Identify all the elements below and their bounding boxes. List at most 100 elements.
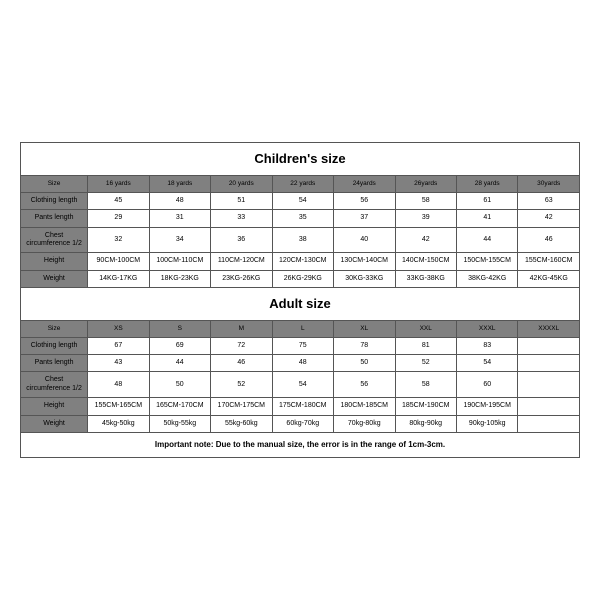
adult-title-row: Adult size bbox=[21, 288, 580, 321]
adult-row-4: Weight45kg-50kg50kg-55kg55kg-60kg60kg-70… bbox=[21, 415, 580, 432]
adult-row-2-cell-1: 50 bbox=[149, 372, 210, 398]
children-row-0-cell-3: 54 bbox=[272, 192, 333, 209]
adult-row-4-cell-6: 90kg-105kg bbox=[456, 415, 517, 432]
adult-row-4-cell-3: 60kg-70kg bbox=[272, 415, 333, 432]
children-row-3-cell-5: 140CM-150CM bbox=[395, 253, 456, 270]
adult-title: Adult size bbox=[21, 288, 580, 321]
size-chart-container: Children's sizeSize16 yards18 yards20 ya… bbox=[20, 142, 580, 457]
adult-row-3-cell-6: 190CM-195CM bbox=[456, 398, 517, 415]
adult-row-0-cell-6: 83 bbox=[456, 337, 517, 354]
adult-row-2-cell-5: 58 bbox=[395, 372, 456, 398]
children-row-1-cell-0: 29 bbox=[88, 210, 149, 227]
children-row-3-cell-1: 100CM-110CM bbox=[149, 253, 210, 270]
adult-row-0-cell-7 bbox=[518, 337, 580, 354]
adult-row-1-cell-1: 44 bbox=[149, 354, 210, 371]
adult-row-3-cell-1: 165CM-170CM bbox=[149, 398, 210, 415]
children-row-4: Weight14KG-17KG18KG-23KG23KG-26KG26KG-29… bbox=[21, 270, 580, 287]
children-header-7: 28 yards bbox=[456, 176, 517, 193]
adult-header-4: L bbox=[272, 320, 333, 337]
adult-row-2-cell-4: 56 bbox=[334, 372, 395, 398]
children-header-4: 22 yards bbox=[272, 176, 333, 193]
adult-row-0-cell-0: 67 bbox=[88, 337, 149, 354]
children-row-1: Pants length2931333537394142 bbox=[21, 210, 580, 227]
children-row-3-cell-0: 90CM-100CM bbox=[88, 253, 149, 270]
adult-row-1-cell-2: 46 bbox=[211, 354, 272, 371]
note-row: Important note: Due to the manual size, … bbox=[21, 432, 580, 457]
children-row-2-label: Chest circumference 1/2 bbox=[21, 227, 88, 253]
children-row-2-cell-1: 34 bbox=[149, 227, 210, 253]
children-row-4-label: Weight bbox=[21, 270, 88, 287]
children-row-1-cell-3: 35 bbox=[272, 210, 333, 227]
children-row-1-cell-1: 31 bbox=[149, 210, 210, 227]
adult-row-1-cell-0: 43 bbox=[88, 354, 149, 371]
adult-row-2-cell-2: 52 bbox=[211, 372, 272, 398]
children-row-2-cell-2: 36 bbox=[211, 227, 272, 253]
adult-row-0-cell-4: 78 bbox=[334, 337, 395, 354]
children-row-1-label: Pants length bbox=[21, 210, 88, 227]
children-row-1-cell-6: 41 bbox=[456, 210, 517, 227]
children-row-0-cell-5: 58 bbox=[395, 192, 456, 209]
children-row-1-cell-7: 42 bbox=[518, 210, 580, 227]
adult-row-3-cell-5: 185CM-190CM bbox=[395, 398, 456, 415]
children-row-2-cell-4: 40 bbox=[334, 227, 395, 253]
children-row-2-cell-6: 44 bbox=[456, 227, 517, 253]
adult-row-2-cell-7 bbox=[518, 372, 580, 398]
children-row-2-cell-0: 32 bbox=[88, 227, 149, 253]
adult-row-2-cell-6: 60 bbox=[456, 372, 517, 398]
children-header-2: 18 yards bbox=[149, 176, 210, 193]
adult-row-4-label: Weight bbox=[21, 415, 88, 432]
adult-row-4-cell-0: 45kg-50kg bbox=[88, 415, 149, 432]
children-row-0-cell-0: 45 bbox=[88, 192, 149, 209]
children-row-0-cell-7: 63 bbox=[518, 192, 580, 209]
children-row-0-cell-6: 61 bbox=[456, 192, 517, 209]
children-row-4-cell-7: 42KG-45KG bbox=[518, 270, 580, 287]
adult-header-0: Size bbox=[21, 320, 88, 337]
children-row-4-cell-4: 30KG-33KG bbox=[334, 270, 395, 287]
children-row-3-cell-3: 120CM-130CM bbox=[272, 253, 333, 270]
adult-header-6: XXL bbox=[395, 320, 456, 337]
children-row-2-cell-5: 42 bbox=[395, 227, 456, 253]
children-header-3: 20 yards bbox=[211, 176, 272, 193]
children-row-1-cell-5: 39 bbox=[395, 210, 456, 227]
adult-row-2: Chest circumference 1/248505254565860 bbox=[21, 372, 580, 398]
children-title: Children's size bbox=[21, 143, 580, 176]
adult-row-1-label: Pants length bbox=[21, 354, 88, 371]
children-row-3-label: Height bbox=[21, 253, 88, 270]
children-row-4-cell-1: 18KG-23KG bbox=[149, 270, 210, 287]
children-header-1: 16 yards bbox=[88, 176, 149, 193]
children-row-3-cell-7: 155CM-160CM bbox=[518, 253, 580, 270]
children-row-1-cell-4: 37 bbox=[334, 210, 395, 227]
children-row-4-cell-5: 33KG-38KG bbox=[395, 270, 456, 287]
adult-row-2-cell-3: 54 bbox=[272, 372, 333, 398]
children-title-row: Children's size bbox=[21, 143, 580, 176]
children-row-4-cell-3: 26KG-29KG bbox=[272, 270, 333, 287]
children-row-0-label: Clothing length bbox=[21, 192, 88, 209]
children-row-0-cell-2: 51 bbox=[211, 192, 272, 209]
adult-row-0-cell-2: 72 bbox=[211, 337, 272, 354]
adult-row-0-label: Clothing length bbox=[21, 337, 88, 354]
children-header-0: Size bbox=[21, 176, 88, 193]
children-row-1-cell-2: 33 bbox=[211, 210, 272, 227]
adult-row-3-cell-3: 175CM-180CM bbox=[272, 398, 333, 415]
adult-row-1-cell-4: 50 bbox=[334, 354, 395, 371]
children-header-8: 30yards bbox=[518, 176, 580, 193]
adult-row-1: Pants length43444648505254 bbox=[21, 354, 580, 371]
adult-header-3: M bbox=[211, 320, 272, 337]
adult-row-3-cell-4: 180CM-185CM bbox=[334, 398, 395, 415]
children-row-3-cell-4: 130CM-140CM bbox=[334, 253, 395, 270]
adult-row-0-cell-5: 81 bbox=[395, 337, 456, 354]
children-row-0-cell-1: 48 bbox=[149, 192, 210, 209]
children-row-0-cell-4: 56 bbox=[334, 192, 395, 209]
children-row-3-cell-2: 110CM-120CM bbox=[211, 253, 272, 270]
adult-row-2-cell-0: 48 bbox=[88, 372, 149, 398]
adult-header-8: XXXXL bbox=[518, 320, 580, 337]
adult-header-1: XS bbox=[88, 320, 149, 337]
adult-row-0-cell-3: 75 bbox=[272, 337, 333, 354]
children-row-3: Height90CM-100CM100CM-110CM110CM-120CM12… bbox=[21, 253, 580, 270]
children-row-4-cell-6: 38KG-42KG bbox=[456, 270, 517, 287]
adult-row-0: Clothing length67697275788183 bbox=[21, 337, 580, 354]
children-row-4-cell-0: 14KG-17KG bbox=[88, 270, 149, 287]
children-row-2-cell-7: 46 bbox=[518, 227, 580, 253]
adult-row-2-label: Chest circumference 1/2 bbox=[21, 372, 88, 398]
adult-row-4-cell-1: 50kg-55kg bbox=[149, 415, 210, 432]
